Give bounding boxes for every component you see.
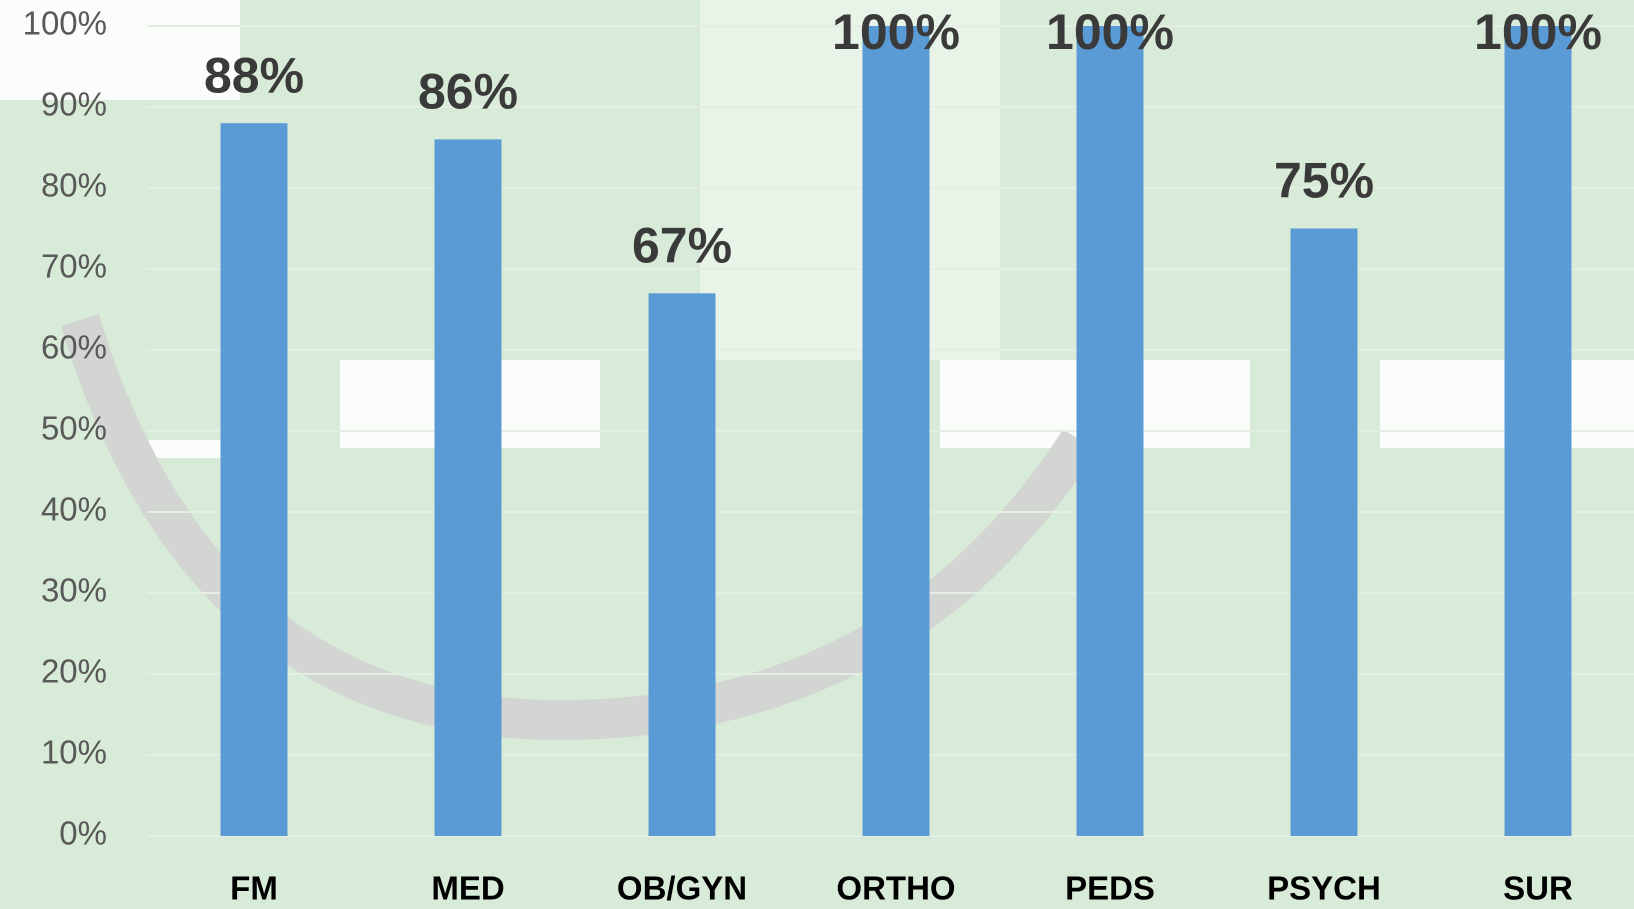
x-tick-label: OB/GYN xyxy=(617,870,747,907)
y-tick-label: 20% xyxy=(41,653,107,690)
data-label: 100% xyxy=(1046,4,1174,60)
bar xyxy=(648,293,716,836)
y-tick-label: 40% xyxy=(41,491,107,528)
y-tick-label: 0% xyxy=(59,815,107,852)
bar xyxy=(220,123,288,836)
data-label: 67% xyxy=(632,218,732,274)
y-tick-label: 30% xyxy=(41,572,107,609)
bar xyxy=(434,139,502,836)
bar xyxy=(862,26,930,836)
y-tick-label: 10% xyxy=(41,734,107,771)
data-label: 100% xyxy=(832,4,960,60)
x-tick-label: PEDS xyxy=(1065,870,1155,907)
y-tick-label: 70% xyxy=(41,248,107,285)
x-tick-label: ORTHO xyxy=(836,870,955,907)
x-tick-label: PSYCH xyxy=(1267,870,1381,907)
x-tick-label: SUR xyxy=(1503,870,1573,907)
bar xyxy=(1076,26,1144,836)
bar xyxy=(1504,26,1572,836)
y-tick-label: 90% xyxy=(41,86,107,123)
y-tick-label: 100% xyxy=(23,5,107,42)
x-tick-label: FM xyxy=(230,870,278,907)
data-label: 75% xyxy=(1274,153,1374,209)
bar xyxy=(1290,228,1358,836)
data-label: 86% xyxy=(418,64,518,120)
y-tick-label: 60% xyxy=(41,329,107,366)
y-tick-label: 80% xyxy=(41,167,107,204)
x-tick-label: MED xyxy=(431,870,504,907)
y-tick-label: 50% xyxy=(41,410,107,447)
data-label: 100% xyxy=(1474,4,1602,60)
data-label: 88% xyxy=(204,47,304,103)
